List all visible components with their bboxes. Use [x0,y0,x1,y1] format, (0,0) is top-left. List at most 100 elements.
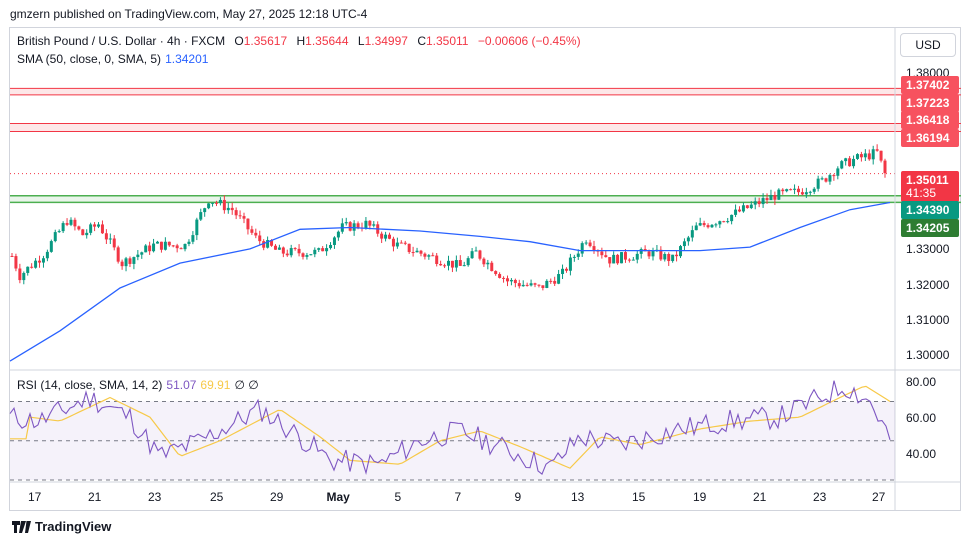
low-value: 1.34997 [364,34,408,48]
time-tick: 17 [28,490,42,504]
candle [474,246,478,252]
candle-body [305,255,309,257]
candle [187,239,191,247]
candle [694,222,698,231]
candle [116,245,120,264]
candle-body [238,215,242,217]
candle-body [612,254,616,264]
chart-frame[interactable] [9,27,961,511]
rsi-legend[interactable]: RSI (14, close, SMA, 14, 2) 51.07 69.91 ∅ ∅ [17,378,259,392]
candle [710,223,714,229]
candle-body [132,257,136,264]
candle [490,260,494,272]
candle [293,247,297,251]
candle [61,221,65,233]
candle [812,187,816,195]
candle-body [297,248,301,254]
candle [73,217,77,231]
candle-body [57,231,61,233]
candle [789,188,793,191]
candle-body [419,250,423,254]
candle [557,269,561,285]
level-zones [10,87,961,204]
candle-body [415,250,419,253]
candle-body [620,252,624,264]
candle-body [391,238,395,247]
candle [513,278,517,288]
candle [659,246,663,262]
candle [156,240,159,244]
candle [738,206,741,213]
candle-body [651,250,655,257]
candle [18,263,22,284]
candle-body [69,219,73,225]
candle [584,240,588,246]
candle-body [639,249,643,254]
candle-body [450,260,454,268]
candle [561,264,565,279]
candle-body [576,253,580,257]
currency-button[interactable]: USD [900,33,956,57]
candle [407,243,411,254]
candle [663,252,667,262]
candle [38,255,42,268]
candle [572,254,576,262]
candle-body [482,258,486,265]
candle-body [120,261,124,267]
tradingview-logo-icon [12,520,31,533]
candle-body [616,254,620,264]
candle-body [364,220,368,229]
candle-body [517,283,521,287]
candle [207,203,211,210]
support-zone [10,195,951,203]
candle [793,184,797,195]
candle [199,208,203,222]
candle-body [14,256,18,269]
candle-body [537,284,541,286]
candle-body [769,194,773,201]
candle [702,220,706,228]
candle-body [250,229,254,233]
candle [517,279,521,289]
rsi-tick: 40.00 [906,447,937,461]
candle-body [97,224,101,227]
candle [671,254,675,263]
sma-legend[interactable]: SMA (50, close, 0, SMA, 5) 1.34201 [17,52,208,66]
price-tick: 1.33000 [906,242,950,256]
candle-body [867,153,871,160]
candle [612,251,616,264]
candle [541,285,545,291]
candle-body [710,224,714,228]
candle-body [195,219,199,236]
candle [675,250,679,262]
candle [104,229,108,245]
candle-body [128,258,132,264]
rsi-tick: 60.00 [906,411,937,425]
candle-body [718,221,722,225]
candle-body [564,268,568,271]
candle [34,258,38,269]
time-tick: 23 [813,490,827,504]
price-tag-resistance-1: 1.37402 [901,76,959,94]
candle-body [730,214,734,222]
candle-body [356,223,360,228]
candle [765,193,769,204]
candle-body [293,248,297,250]
candle [769,189,773,201]
candle [285,249,289,257]
candle [97,222,101,229]
candle-body [726,221,730,223]
symbol-title[interactable]: British Pound / U.S. Dollar · 4h · FXCM [17,34,226,48]
candle [191,231,195,245]
candle [741,202,745,213]
candle [698,217,702,227]
candle [439,260,443,266]
time-tick: May [326,490,350,504]
candle [136,250,140,261]
price-tick: 1.30000 [906,348,950,362]
candle [144,244,148,253]
time-tick: 27 [872,490,886,504]
candle-body [781,189,785,192]
candle-body [812,188,816,192]
